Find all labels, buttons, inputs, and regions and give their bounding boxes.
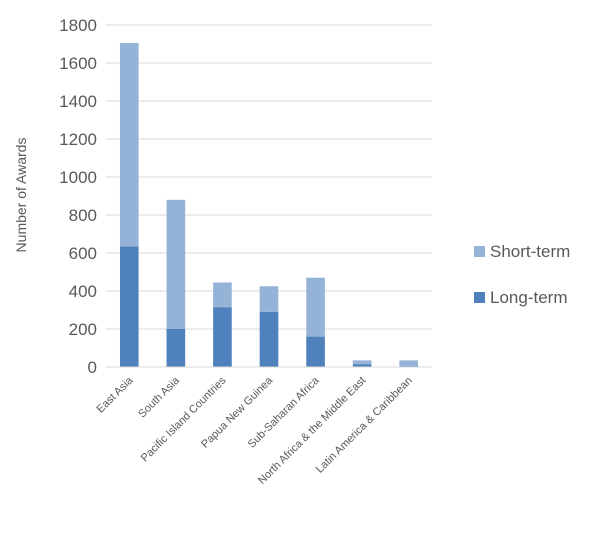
y-tick-label: 200 [69,320,97,339]
y-tick-label: 1400 [59,92,97,111]
bar-short-term [166,199,186,329]
y-axis-ticks: 0 200 400 600 800 1000 1200 1400 1600 1800 [59,16,97,377]
bar-long-term [306,336,325,367]
bar-short-term [352,360,372,365]
bar-short-term [306,277,325,337]
y-tick-label: 0 [88,358,97,377]
y-tick-label: 1200 [59,130,97,149]
gridlines [106,24,432,330]
legend-swatch [474,246,485,257]
legend-label: Short-term [490,242,570,261]
x-tick-label: Pacific Island Countries [139,374,229,464]
y-tick-label: 800 [69,206,97,225]
y-tick-label: 1800 [59,16,97,35]
x-tick-label: South Asia [136,374,182,420]
bar-short-term [399,360,419,367]
bar-long-term [213,307,232,367]
legend-label: Long-term [490,288,567,307]
bar-long-term [119,246,139,367]
y-tick-label: 1600 [59,54,97,73]
bar-short-term [259,286,279,312]
bar-short-term [213,282,232,308]
bar-short-term [119,43,139,247]
bars [119,43,419,367]
y-tick-label: 600 [69,244,97,263]
y-tick-label: 400 [69,282,97,301]
x-tick-label: Latin America & Caribbean [314,375,415,476]
legend-swatch [474,292,485,303]
bar-long-term [166,329,186,367]
x-tick-label: East Asia [94,374,136,416]
y-tick-label: 1000 [59,168,97,187]
bar-long-term [259,311,279,367]
legend: Short-term Long-term [474,242,570,307]
y-axis-label: Number of Awards [13,138,29,253]
bar-long-term [352,364,372,367]
